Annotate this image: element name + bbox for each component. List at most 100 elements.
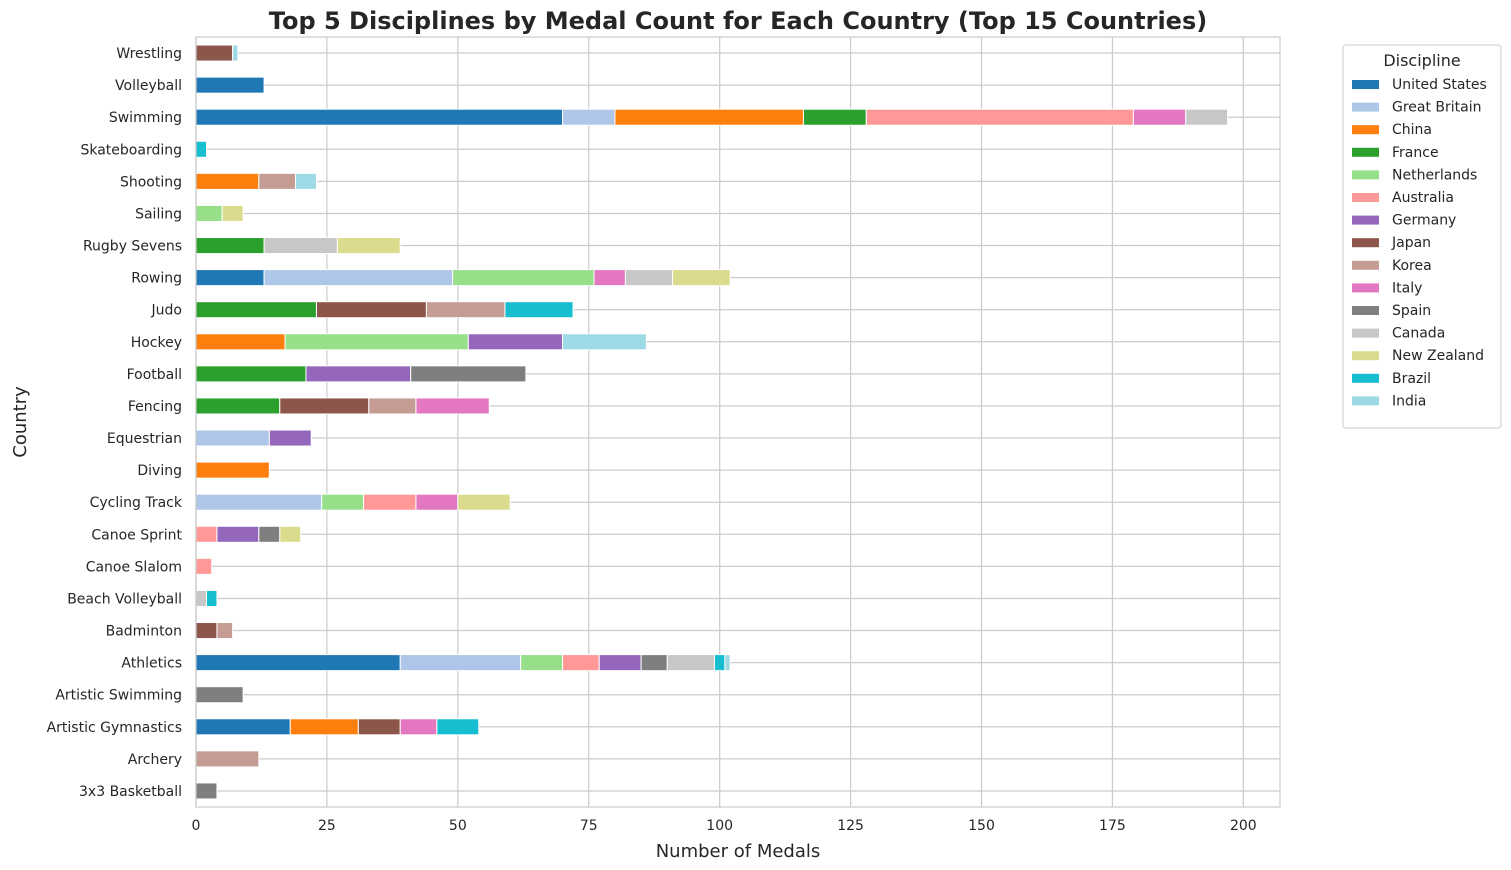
bar-segment [195, 44, 234, 62]
bar-segment [195, 493, 323, 511]
legend-items: United States Great Britain China France Net… [1352, 77, 1487, 409]
x-tick-label: 75 [580, 818, 598, 834]
x-tick-label: 200 [1230, 818, 1257, 834]
bar-segment [195, 108, 564, 126]
bar-segment [865, 108, 1134, 126]
legend-swatch [1352, 373, 1379, 383]
y-tick-label: Cycling Track [90, 495, 183, 511]
legend-swatch [1352, 125, 1379, 135]
tick-layer: 0 25 50 75 100 125 150 175 200 3x3 Basketball Arch… [47, 46, 1257, 834]
bar-segment [562, 654, 600, 672]
bar-segment [368, 397, 417, 415]
bar-segment [263, 269, 454, 287]
legend-entry: Spain [1392, 303, 1431, 319]
bar-segment [666, 654, 715, 672]
bar-segment [216, 622, 234, 640]
legend-entry: Great Britain [1392, 100, 1482, 116]
bar-segment [624, 269, 674, 287]
bar-segment [279, 397, 370, 415]
bar-segment [467, 333, 564, 351]
bar-segment [713, 654, 726, 672]
y-tick-label: Skateboarding [80, 142, 182, 158]
legend-entry: United States [1392, 77, 1487, 93]
bar-segment [195, 397, 281, 415]
bar-segment [562, 108, 616, 126]
y-tick-label: Artistic Gymnastics [47, 720, 182, 736]
bar-segment [1185, 108, 1229, 126]
bar-segment [640, 654, 668, 672]
y-tick-label: Badminton [106, 624, 182, 640]
bar-segment [195, 718, 291, 736]
bar-segment [195, 172, 260, 190]
bar-segment [195, 237, 265, 255]
bar-segment [279, 525, 302, 543]
x-tick-label: 125 [837, 818, 864, 834]
legend-entry: Korea [1392, 258, 1432, 274]
bar-segment [263, 237, 338, 255]
bar-segment [205, 589, 218, 607]
y-axis-label: Country [10, 386, 31, 458]
x-tick-label: 150 [968, 818, 995, 834]
bar-segment [672, 269, 731, 287]
bar-segment [614, 108, 804, 126]
bar-segment [410, 365, 527, 383]
x-tick-label: 175 [1099, 818, 1126, 834]
bar-segment [195, 76, 265, 94]
bar-segment [562, 333, 647, 351]
bar-segment [321, 493, 365, 511]
legend-entry: Germany [1392, 213, 1456, 229]
bar-segment [195, 782, 218, 800]
bar-segment [520, 654, 564, 672]
y-tick-label: Hockey [131, 335, 182, 351]
bar-segment [284, 333, 469, 351]
legend-swatch [1352, 238, 1379, 248]
x-tick-label: 25 [318, 818, 336, 834]
chart-title: Top 5 Disciplines by Medal Count for Eac… [269, 7, 1207, 35]
bar-segment [399, 654, 522, 672]
bar-segment [195, 140, 207, 158]
y-tick-label: Artistic Swimming [55, 688, 182, 704]
legend-swatch [1352, 80, 1379, 89]
legend-title: Discipline [1383, 51, 1460, 70]
x-axis-label: Number of Medals [656, 841, 821, 862]
legend-entry: Canada [1392, 326, 1445, 342]
bar-segment [195, 557, 213, 575]
bar-segment [195, 750, 260, 768]
bar-segment [399, 718, 438, 736]
bar-segment [415, 397, 490, 415]
y-tick-label: Canoe Slalom [86, 559, 182, 575]
bar-segment [1132, 108, 1187, 126]
plot-frame [195, 36, 1281, 808]
bar-layer [195, 44, 1229, 800]
bar-segment [305, 365, 412, 383]
legend-entry: China [1392, 122, 1432, 138]
x-tick-label: 0 [192, 818, 201, 834]
bar-segment [289, 718, 359, 736]
bar-segment [195, 333, 286, 351]
y-tick-label: Wrestling [116, 46, 182, 62]
bar-segment [258, 525, 281, 543]
y-tick-label: Canoe Sprint [91, 527, 182, 543]
bar-segment [724, 654, 731, 672]
bar-segment [336, 237, 401, 255]
y-tick-label: Football [127, 367, 182, 383]
y-tick-label: Archery [128, 752, 182, 768]
y-tick-label: Judo [151, 303, 182, 319]
y-tick-label: Swimming [109, 110, 182, 126]
bar-segment [195, 686, 244, 704]
legend-swatch [1352, 102, 1379, 112]
bar-segment [598, 654, 642, 672]
bar-segment [802, 108, 867, 126]
bar-segment [195, 269, 265, 287]
bar-segment [436, 718, 480, 736]
y-tick-label: 3x3 Basketball [79, 784, 182, 800]
legend-box [1342, 44, 1502, 429]
legend-entry: New Zealand [1392, 348, 1484, 364]
bar-segment [294, 172, 317, 190]
bar-segment [315, 301, 427, 319]
y-tick-label: Sailing [135, 206, 182, 222]
bar-segment [504, 301, 574, 319]
legend-swatch [1352, 260, 1379, 270]
